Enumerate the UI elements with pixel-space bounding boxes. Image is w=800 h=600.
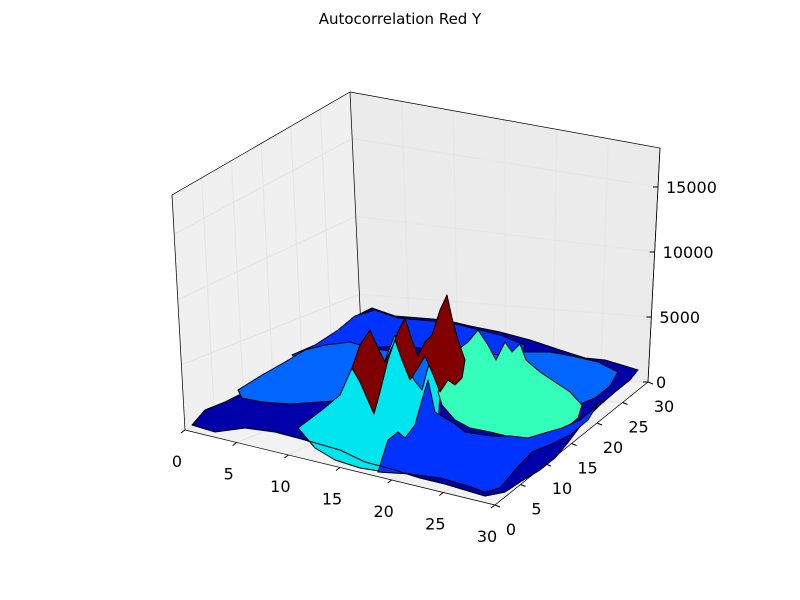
x-tick-mark: [439, 492, 444, 496]
y-tick-label: 0: [506, 520, 516, 539]
y-tick-label: 5: [531, 500, 541, 519]
x-tick-label: 5: [224, 465, 234, 484]
y-tick-mark: [622, 402, 628, 405]
x-tick-mark: [387, 479, 392, 484]
x-tick-mark: [180, 429, 186, 434]
y-tick-mark: [545, 463, 552, 467]
x-tick-label: 20: [373, 502, 393, 521]
surface-plot: [191, 294, 639, 497]
left-vertical-gridline: [290, 126, 305, 392]
x-tick-mark: [232, 442, 237, 446]
x-tick-label: 30: [477, 527, 497, 546]
y-tick-mark: [596, 422, 603, 426]
y-tick-label: 30: [654, 397, 674, 416]
back-vertical-gridline: [599, 138, 609, 381]
x-tick-mark: [335, 467, 341, 471]
y-tick-label: 15: [577, 459, 597, 478]
surface-central-red-peaks: [351, 294, 466, 415]
left-vertical-gridline: [201, 177, 216, 421]
y-tick-mark: [647, 381, 654, 385]
x-tick-label: 0: [172, 452, 182, 471]
y-tick-mark: [494, 504, 501, 508]
z-tick-label: 5000: [659, 308, 700, 327]
z-tick-label: 10000: [663, 243, 714, 262]
left-vertical-gridline: [260, 143, 275, 402]
x-tick-label: 25: [425, 515, 445, 534]
x-tick-mark: [490, 504, 496, 509]
x-tick-label: 15: [322, 490, 342, 509]
back-vertical-gridline: [552, 129, 558, 379]
y-tick-mark: [571, 443, 577, 446]
x-tick-label: 10: [270, 477, 290, 496]
surface-right-aquamarine: [437, 329, 583, 441]
left-pane-edge: [171, 91, 364, 431]
surface-ridge-line: [304, 439, 541, 497]
z-tick-label: 15000: [666, 178, 717, 197]
y-tick-label: 25: [628, 418, 648, 437]
x-tick-mark: [284, 454, 289, 459]
z-tick-label: 0: [656, 373, 666, 392]
left-vertical-gridline: [230, 160, 245, 411]
chart-title: Autocorrelation Red Y: [319, 10, 482, 28]
surface-front-right-blue: [377, 379, 601, 493]
y-tick-label: 20: [603, 438, 623, 457]
y-tick-label: 10: [552, 479, 572, 498]
y-tick-mark: [520, 484, 526, 487]
